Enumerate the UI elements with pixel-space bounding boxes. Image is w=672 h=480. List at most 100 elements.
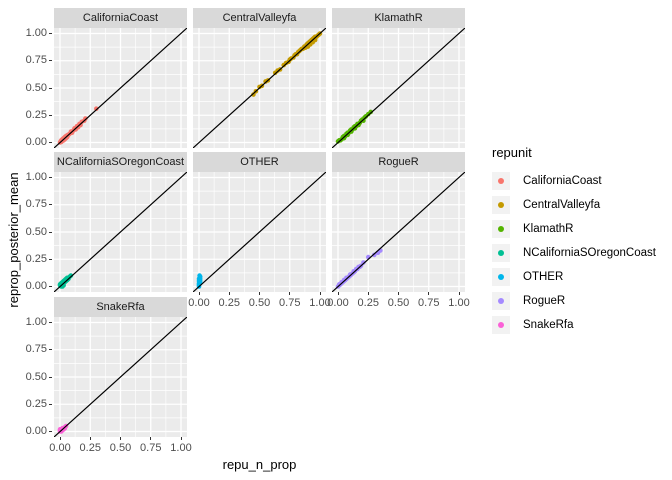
facet-strip: NCaliforniaSOregonCoast bbox=[54, 152, 187, 172]
y-tick-label: 0.50 bbox=[25, 370, 47, 383]
y-tick-mark bbox=[49, 431, 52, 432]
x-tick-mark bbox=[289, 292, 291, 295]
x-tick-mark bbox=[150, 437, 152, 440]
legend-key bbox=[492, 220, 510, 238]
facet-strip-label: OTHER bbox=[240, 156, 279, 168]
x-tick-mark bbox=[228, 292, 230, 295]
legend-item-label: NCaliforniaSOregonCoast bbox=[523, 247, 656, 259]
facet-panel bbox=[53, 171, 188, 293]
legend-item: SnakeRfa bbox=[488, 313, 672, 337]
legend-item: RogueR bbox=[488, 289, 672, 313]
legend-item-label: OTHER bbox=[523, 271, 564, 283]
facet-panel bbox=[331, 171, 466, 293]
x-tick-label: 0.50 bbox=[387, 297, 410, 309]
x-tick-mark bbox=[458, 292, 460, 295]
facet-panel-plot bbox=[192, 27, 327, 149]
legend-item-label: CentralValleyfa bbox=[523, 199, 601, 211]
y-tick-label: 0.25 bbox=[25, 397, 47, 410]
legend-item-label: RogueR bbox=[523, 295, 566, 307]
y-tick-label: 0.00 bbox=[25, 425, 47, 437]
facet-strip: KlamathR bbox=[332, 8, 465, 28]
x-tick-label: 0.25 bbox=[357, 297, 379, 309]
legend-point-icon bbox=[498, 178, 504, 184]
x-axis-title: repu_n_prop bbox=[222, 457, 297, 472]
y-tick-label: 0.75 bbox=[25, 343, 47, 356]
facet-strip: RogueR bbox=[332, 152, 465, 172]
facet-panel-plot bbox=[331, 171, 466, 293]
legend-item: CentralValleyfa bbox=[488, 193, 672, 217]
y-tick-label: 0.00 bbox=[25, 136, 47, 148]
y-tick-label: 0.75 bbox=[25, 198, 47, 211]
facet-strip-label: KlamathR bbox=[374, 12, 423, 24]
legend-title: repunit bbox=[492, 145, 532, 160]
x-tick-mark bbox=[198, 292, 200, 295]
facet-strip: OTHER bbox=[193, 152, 326, 172]
legend-item-label: KlamathR bbox=[523, 223, 574, 235]
x-tick-label: 0.50 bbox=[109, 442, 132, 454]
legend-key bbox=[492, 268, 510, 286]
facet-panel-plot bbox=[53, 316, 188, 438]
legend-key bbox=[492, 172, 510, 190]
x-tick-label: 0.75 bbox=[418, 297, 440, 309]
y-tick-mark bbox=[49, 322, 52, 323]
y-tick-label: 0.25 bbox=[25, 108, 47, 121]
y-tick-mark bbox=[49, 177, 52, 178]
x-tick-label: 0.00 bbox=[49, 442, 71, 454]
y-tick-mark bbox=[49, 142, 52, 143]
y-tick-mark bbox=[49, 231, 52, 233]
facet-panel bbox=[331, 27, 466, 149]
y-tick-label: 1.00 bbox=[25, 27, 47, 39]
legend: repunit CaliforniaCoast CentralValleyfa Kl… bbox=[488, 145, 672, 337]
x-tick-mark bbox=[89, 437, 91, 440]
x-tick-mark bbox=[180, 437, 182, 440]
facet-strip-label: RogueR bbox=[378, 156, 419, 168]
x-tick-label: 0.00 bbox=[188, 297, 210, 309]
y-tick-mark bbox=[49, 33, 52, 34]
x-tick-mark bbox=[259, 292, 260, 295]
x-tick-label: 0.25 bbox=[218, 297, 240, 309]
facet-panel bbox=[53, 27, 188, 149]
legend-point-icon bbox=[498, 250, 504, 256]
facet-panel bbox=[53, 316, 188, 438]
legend-key bbox=[492, 292, 510, 310]
y-axis-title: reprop_posterior_mean bbox=[6, 172, 21, 308]
facet-panel-plot bbox=[53, 171, 188, 293]
facet-panel bbox=[192, 27, 327, 149]
facet-strip-label: NCaliforniaSOregonCoast bbox=[56, 156, 185, 168]
x-tick-mark bbox=[428, 292, 430, 295]
facet-strip: CaliforniaCoast bbox=[54, 8, 187, 28]
facet-strip: SnakeRfa bbox=[54, 297, 187, 317]
y-tick-mark bbox=[49, 114, 52, 116]
legend-point-icon bbox=[498, 226, 504, 232]
y-tick-mark bbox=[49, 349, 52, 351]
y-tick-mark bbox=[49, 204, 52, 206]
facet-panel-plot bbox=[331, 27, 466, 149]
legend-item: OTHER bbox=[488, 265, 672, 289]
x-tick-label: 0.50 bbox=[248, 297, 271, 309]
x-tick-mark bbox=[337, 292, 339, 295]
legend-key bbox=[492, 316, 510, 334]
y-tick-mark bbox=[49, 60, 52, 62]
y-tick-mark bbox=[49, 376, 52, 378]
x-tick-mark bbox=[367, 292, 369, 295]
legend-point-icon bbox=[498, 298, 504, 304]
y-tick-label: 0.25 bbox=[25, 252, 47, 265]
facet-panel bbox=[192, 171, 327, 293]
facet-strip-label: CaliforniaCoast bbox=[82, 12, 159, 24]
y-tick-mark bbox=[49, 403, 52, 405]
legend-item-label: CaliforniaCoast bbox=[523, 175, 602, 187]
legend-point-icon bbox=[498, 322, 504, 328]
legend-point-icon bbox=[498, 202, 504, 208]
facet-strip-label: SnakeRfa bbox=[96, 301, 145, 313]
x-tick-label: 1.00 bbox=[448, 297, 470, 309]
x-tick-label: 0.00 bbox=[327, 297, 349, 309]
facet-panel-plot bbox=[53, 27, 188, 149]
legend-item: KlamathR bbox=[488, 217, 672, 241]
x-tick-mark bbox=[398, 292, 399, 295]
y-tick-label: 1.00 bbox=[25, 316, 47, 328]
x-tick-label: 1.00 bbox=[170, 442, 192, 454]
legend-items: CaliforniaCoast CentralValleyfa KlamathR NC… bbox=[488, 169, 672, 337]
legend-item: NCaliforniaSOregonCoast bbox=[488, 241, 672, 265]
y-tick-label: 0.50 bbox=[25, 81, 47, 94]
